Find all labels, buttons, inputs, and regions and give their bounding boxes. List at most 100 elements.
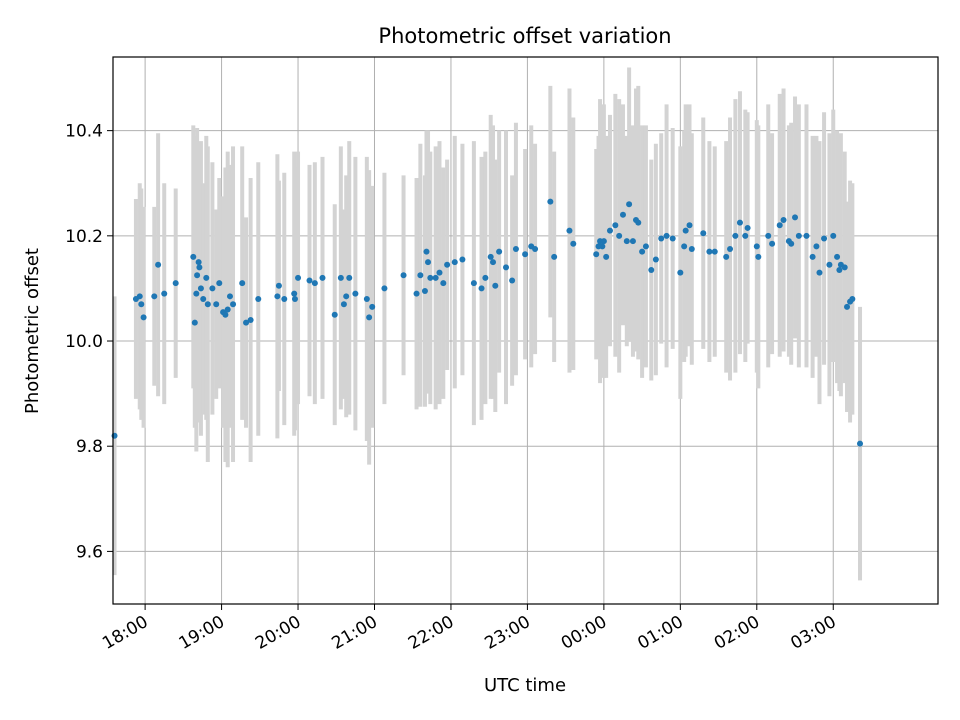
data-point [369,303,376,310]
data-point [213,301,220,308]
data-point [830,232,837,239]
data-point [732,232,739,239]
data-point [427,274,434,281]
data-point [482,274,489,281]
data-point [255,295,262,302]
data-point [470,280,477,287]
data-point [222,311,229,318]
data-point [803,232,810,239]
data-point [193,290,200,297]
data-point [291,290,298,297]
data-point [413,290,420,297]
data-point [366,314,373,321]
data-point [755,253,762,260]
data-point [492,282,499,289]
x-tick-label: 21:00 [329,612,381,654]
data-point [639,248,646,255]
x-tick-label: 02:00 [711,612,763,654]
data-point [522,251,529,258]
x-tick-label: 00:00 [558,612,610,654]
chart-title: Photometric offset variation [378,24,671,48]
data-point [566,227,573,234]
data-point [343,293,350,300]
data-point [196,264,203,271]
data-point [381,285,388,292]
data-point [711,248,718,255]
data-point [681,243,688,250]
data-point [136,293,143,300]
data-point [425,259,432,266]
data-point [834,253,841,260]
data-point [652,256,659,263]
data-point [155,261,162,268]
data-point [677,269,684,276]
data-point [247,316,254,323]
data-point [340,301,347,308]
data-point [547,198,554,205]
data-point [706,248,713,255]
data-point [194,272,201,279]
data-point [346,274,353,281]
data-point [688,245,695,252]
data-point [421,288,428,295]
data-point [849,295,856,302]
y-axis-ticks: 9.6 9.8 10.0 10.2 10.4 [65,122,113,562]
data-point [826,261,833,268]
data-point [319,274,326,281]
data-point [626,201,633,208]
y-axis-label: Photometric offset [22,248,43,414]
data-point [363,295,370,302]
y-tick-label: 10.4 [65,122,103,142]
y-tick-label: 10.0 [65,332,103,352]
data-point [274,293,281,300]
data-point [190,253,197,260]
plot-frame [112,56,939,605]
data-point [503,264,510,271]
y-tick-label: 9.6 [76,542,103,562]
data-point [593,251,600,258]
data-point [138,301,145,308]
data-point [816,269,823,276]
data-point [291,295,298,302]
data-point [836,267,843,274]
data-point [642,243,649,250]
data-point [209,285,216,292]
data-point [239,280,246,287]
x-tick-label: 18:00 [99,612,151,654]
data-point [352,290,359,297]
data-point [311,280,318,287]
data-point [140,314,147,321]
data-point [821,235,828,242]
data-point [813,243,820,250]
x-axis-ticks: 18:00 19:00 20:00 21:00 22:00 23:00 00:00 01:00… [99,604,840,654]
data-point [570,240,577,247]
data-point [151,293,158,300]
data-point [226,293,233,300]
data-point [509,277,516,284]
data-point [451,259,458,266]
data-points [111,198,864,447]
data-point [440,280,447,287]
data-point [765,232,772,239]
x-axis-label: UTC time [484,675,566,696]
data-point [496,248,503,255]
data-point [844,303,851,310]
data-point [432,274,439,281]
data-point [658,235,665,242]
data-point [200,295,207,302]
data-point [619,211,626,218]
data-point [275,282,282,289]
data-point [230,301,237,308]
data-point [306,277,313,284]
data-point [191,319,198,326]
data-point [744,224,751,231]
error-bars [112,67,863,581]
data-point [723,253,730,260]
data-point [629,238,636,245]
data-point [736,219,743,226]
data-point [216,280,223,287]
data-point [444,261,451,268]
data-point [203,274,210,281]
data-point [700,230,707,237]
x-tick-label: 22:00 [405,612,457,654]
